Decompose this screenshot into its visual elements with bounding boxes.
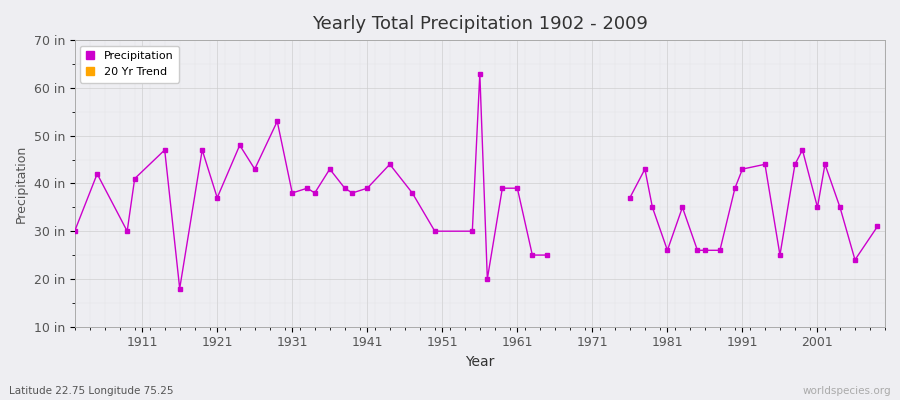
X-axis label: Year: Year: [465, 355, 494, 369]
Text: worldspecies.org: worldspecies.org: [803, 386, 891, 396]
Legend: Precipitation, 20 Yr Trend: Precipitation, 20 Yr Trend: [80, 46, 179, 82]
Text: Latitude 22.75 Longitude 75.25: Latitude 22.75 Longitude 75.25: [9, 386, 174, 396]
Y-axis label: Precipitation: Precipitation: [15, 144, 28, 222]
Title: Yearly Total Precipitation 1902 - 2009: Yearly Total Precipitation 1902 - 2009: [312, 15, 648, 33]
